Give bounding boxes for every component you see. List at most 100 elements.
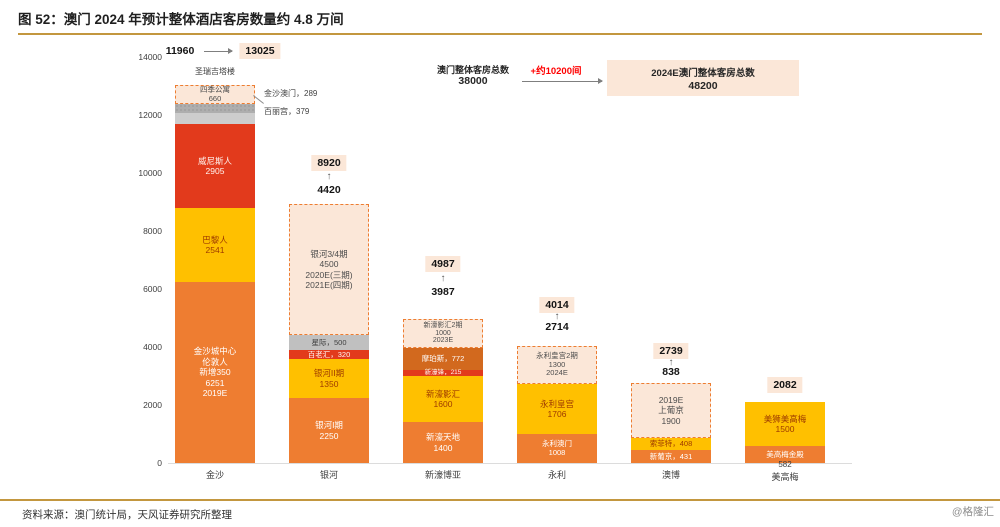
segment-label: 美高梅金殿 [766,449,804,459]
segment-label: 2019E 上葡京 1900 [658,394,684,426]
bar-annotation: 圣瑞吉塔楼 [195,67,235,76]
bar-segment-planned: 四季公寓 660 [175,85,255,104]
x-category: 澳博 [661,470,680,480]
total-rooms-current-value: 38000 [458,75,488,87]
page-title: 图 52：澳门 2024 年预计整体酒店客房数量约 4.8 万间 [18,12,344,27]
segment-label: 永利澳门 1008 [542,439,572,457]
segment-label: 星际，500 [311,337,347,347]
bar-mgm: 美狮美高梅 1500 美高梅金殿 [745,57,825,463]
bar-segment: 新濠天地 1400 [403,422,483,463]
segment-label: 新濠天地 1400 [425,432,460,453]
bar-segment: 永利澳门 1008 [517,434,597,463]
future-total-label: 2739 [653,343,689,359]
y-tick: 12000 [138,110,162,120]
x-category: 金沙 [205,470,224,480]
arrow-up-icon: ↑ [440,273,446,284]
arrow-up-icon: ↑ [326,171,332,182]
y-tick: 8000 [143,226,162,236]
bar-segment: 美高梅金殿 [745,446,825,463]
segment-label: 威尼斯人 2905 [197,155,232,177]
bar-melco: 新濠影汇2期 1000 2023E 摩珀斯，772 新濠锋，215 新濠影汇 1… [403,57,483,463]
total-rooms-2024-value: 48200 [688,79,718,92]
segment-label: 永利皇宫 1706 [539,398,574,420]
future-total-label: 13025 [239,43,281,59]
bar-segment: 巴黎人 2541 [175,208,255,282]
current-total-label: 4420 [317,184,341,196]
title-divider [18,33,982,35]
delta-label: +约10200间 [530,66,582,77]
segment-label: 银河I期 2250 [315,420,343,441]
bar-sands: 四季公寓 660 威尼斯人 2905 巴黎人 2541 金沙城中心 伦敦人 新增… [175,57,255,463]
bar-segment-planned: 银河3/4期 4500 2020E(三期) 2021E(四期) [289,204,369,335]
segment-callout: 金沙澳门，289 [264,89,318,98]
segment-label: 永利皇宫2期 1300 2024E [536,351,578,378]
segment-value-below: 582 [778,460,792,469]
segment-label: 新葡京，431 [649,451,693,461]
future-total-label: 2082 [767,377,803,393]
bar-segment: 金沙城中心 伦敦人 新增350 6251 2019E [175,282,255,463]
arrow-up-icon: ↑ [668,357,674,368]
bar-segment: 银河II期 1350 [289,359,369,398]
y-tick: 2000 [143,400,162,410]
y-tick: 0 [157,458,162,468]
segment-label: 银河3/4期 4500 2020E(三期) 2021E(四期) [305,248,353,291]
x-category: 美高梅 [771,472,799,482]
y-tick: 6000 [143,284,162,294]
segment-label: 索菲特，408 [649,439,693,449]
bar-segment: 银河I期 2250 [289,398,369,463]
segment-label: 银河II期 1350 [313,368,345,389]
bar-sjm: 2019E 上葡京 1900 索菲特，408 新葡京，431 [631,57,711,463]
bar-segment [175,113,255,124]
arrow-right-icon [522,78,603,84]
current-total-label: 2714 [545,321,569,333]
bar-segment-planned: 2019E 上葡京 1900 [631,383,711,438]
bar-segment: 永利皇宫 1706 [517,384,597,434]
bar-segment: 百老汇，320 [289,350,369,359]
segment-label: 四季公寓 660 [200,85,230,103]
arrow-up-icon: ↑ [554,311,560,322]
total-rooms-2024-box: 2024E澳门整体客房总数 48200 [607,60,799,96]
x-category: 永利 [547,470,566,480]
x-category: 银河 [319,470,338,480]
segment-label: 摩珀斯，772 [421,354,465,364]
bar-segment: 新濠影汇 1600 [403,376,483,422]
bar-segment [175,104,255,113]
bar-galaxy: 银河3/4期 4500 2020E(三期) 2021E(四期) 星际，500 百… [289,57,369,463]
bar-segment: 威尼斯人 2905 [175,124,255,208]
bar-segment: 索菲特，408 [631,438,711,450]
x-axis-line [168,463,852,464]
footer-divider [0,499,1000,501]
segment-label: 新濠锋，215 [424,368,462,376]
current-total-label: 838 [662,366,680,378]
bar-segment: 摩珀斯，772 [403,348,483,370]
current-total-label: 11960 [165,45,195,57]
future-total-label: 4014 [539,297,575,313]
bar-wynn: 永利皇宫2期 1300 2024E 永利皇宫 1706 永利澳门 1008 [517,57,597,463]
total-rooms-2024-label: 2024E澳门整体客房总数 [651,67,755,79]
segment-label: 新濠影汇 1600 [425,388,460,410]
current-total-label: 3987 [431,286,455,298]
arrow-right-icon [204,48,233,54]
y-tick: 14000 [138,52,162,62]
future-total-label: 8920 [311,155,347,171]
watermark: @格隆汇 [951,506,994,518]
segment-label: 金沙城中心 伦敦人 新增350 6251 2019E [193,346,237,399]
source-note: 资料来源：澳门统计局，天风证券研究所整理 [22,509,232,521]
segment-callout: 百丽宫，379 [264,107,310,116]
segment-label: 巴黎人 2541 [202,234,228,256]
bar-segment: 星际，500 [289,335,369,350]
bar-segment: 新葡京，431 [631,450,711,463]
y-tick: 4000 [143,342,162,352]
segment-label: 美狮美高梅 1500 [763,413,807,435]
bar-segment-planned: 新濠影汇2期 1000 2023E [403,319,483,348]
segment-label: 新濠影汇2期 1000 2023E [423,322,463,345]
segment-label: 百老汇，320 [307,349,351,359]
y-tick: 10000 [138,168,162,178]
bar-segment-planned: 永利皇宫2期 1300 2024E [517,346,597,384]
bar-segment: 新濠锋，215 [403,368,483,376]
x-category: 新濠博亚 [424,470,461,480]
future-total-label: 4987 [425,256,461,272]
total-rooms-current-label: 澳门整体客房总数 [436,65,510,75]
bar-segment: 美狮美高梅 1500 [745,402,825,446]
